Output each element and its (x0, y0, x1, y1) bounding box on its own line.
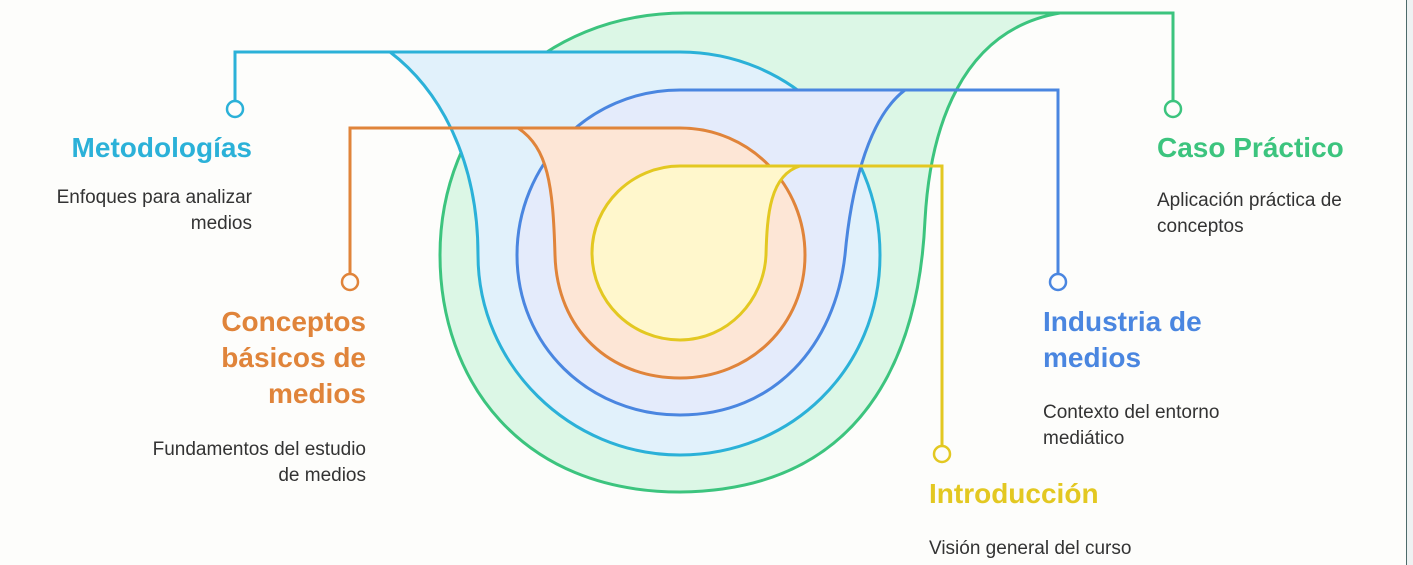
marker-conceptos (340, 272, 360, 292)
connector-introduccion (795, 164, 944, 445)
connector-conceptos (348, 126, 525, 273)
marker-metodologias (225, 99, 245, 119)
right-edge-rule (1406, 0, 1413, 565)
title-industria: Industria de medios (1043, 306, 1202, 373)
desc-introduccion: Visión general del curso (929, 538, 1132, 559)
marker-caso (1163, 99, 1183, 119)
layer-introduccion (590, 164, 801, 342)
title-metodologias: Metodologías (71, 132, 252, 163)
marker-industria (1048, 272, 1068, 292)
connector-industria (900, 88, 1060, 273)
connector-caso (1050, 11, 1175, 100)
desc-industria: Contexto del entorno mediático (1043, 402, 1220, 449)
marker-introduccion (932, 444, 952, 464)
desc-conceptos: Fundamentos del estudio de medios (152, 439, 366, 486)
desc-caso: Aplicación práctica de conceptos (1157, 190, 1342, 237)
title-conceptos: Conceptos básicos de medios (221, 306, 366, 409)
connector-metodologias (233, 50, 400, 100)
desc-metodologias: Enfoques para analizar medios (56, 187, 252, 234)
title-introduccion: Introducción (929, 478, 1099, 509)
title-caso: Caso Práctico (1157, 132, 1344, 163)
